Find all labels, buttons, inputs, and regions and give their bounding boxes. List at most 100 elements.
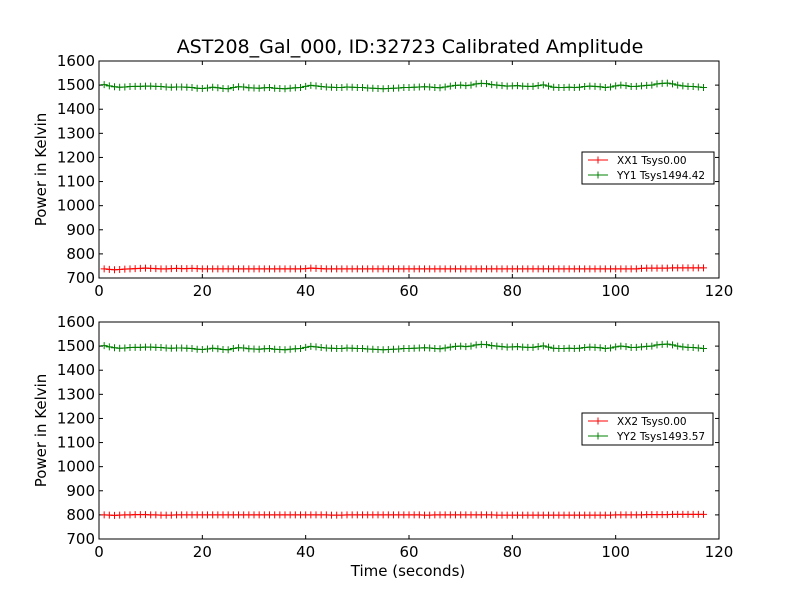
data-point bbox=[612, 343, 620, 351]
legend-box bbox=[581, 151, 715, 185]
x-tick-label: 60 bbox=[399, 543, 418, 561]
data-point bbox=[229, 84, 237, 92]
data-point bbox=[312, 82, 320, 90]
data-point bbox=[529, 82, 537, 90]
data-point bbox=[607, 83, 614, 91]
x-tick-label: 40 bbox=[296, 282, 315, 300]
data-point bbox=[700, 84, 707, 92]
data-point bbox=[302, 82, 310, 90]
data-point bbox=[266, 84, 273, 92]
data-point bbox=[446, 82, 454, 90]
legend-label: XX2 Tsys0.00 bbox=[617, 416, 687, 428]
x-tick-label: 60 bbox=[399, 282, 418, 300]
data-point bbox=[534, 82, 542, 90]
data-point bbox=[204, 345, 211, 353]
y-tick-label: 1500 bbox=[57, 337, 95, 355]
x-tick-label: 0 bbox=[94, 543, 104, 561]
data-point bbox=[596, 344, 604, 352]
data-point bbox=[312, 343, 320, 351]
data-point bbox=[700, 510, 707, 518]
data-point bbox=[545, 343, 552, 351]
y-tick-label: 1100 bbox=[57, 173, 95, 191]
legend-label: XX1 Tsys0.00 bbox=[617, 155, 687, 167]
legend-label: YY1 Tsys1494.42 bbox=[616, 170, 705, 182]
series-yy2 bbox=[100, 340, 707, 354]
data-point bbox=[100, 81, 108, 89]
data-point bbox=[674, 342, 682, 350]
data-point bbox=[669, 80, 676, 88]
data-point bbox=[674, 81, 682, 89]
y-tick-label: 1400 bbox=[57, 100, 95, 118]
y-tick-label: 1500 bbox=[57, 76, 95, 94]
data-point bbox=[539, 81, 547, 89]
legend-box bbox=[581, 412, 714, 446]
data-point bbox=[539, 342, 547, 350]
y-tick-label: 1300 bbox=[57, 124, 95, 142]
data-point bbox=[663, 79, 671, 87]
data-point bbox=[266, 345, 273, 353]
x-tick-label: 40 bbox=[296, 543, 315, 561]
y-tick-label: 1400 bbox=[57, 361, 95, 379]
legend-swatch-marker bbox=[594, 432, 602, 440]
data-point bbox=[622, 343, 630, 351]
y-tick-label: 1000 bbox=[57, 197, 95, 215]
y-tick-label: 1200 bbox=[57, 148, 95, 166]
legend-swatch-marker bbox=[594, 156, 602, 164]
data-point bbox=[240, 344, 248, 352]
data-point bbox=[576, 344, 583, 352]
y-tick-label: 700 bbox=[66, 530, 95, 548]
data-point bbox=[240, 83, 248, 91]
x-axis-label: Time (seconds) bbox=[350, 562, 466, 580]
x-tick-label: 120 bbox=[705, 282, 734, 300]
data-point bbox=[214, 345, 222, 353]
data-point bbox=[467, 342, 475, 350]
data-point bbox=[441, 344, 449, 352]
legend-swatch-marker bbox=[594, 171, 602, 179]
data-point bbox=[545, 82, 552, 90]
data-point bbox=[607, 344, 614, 352]
subplots: 0 20 40 60 80 100 120 700 800 900 1000 1100 1200 1300… bbox=[32, 52, 733, 580]
data-point bbox=[441, 83, 449, 91]
data-point bbox=[483, 341, 490, 349]
data-point bbox=[188, 345, 196, 353]
y-tick-label: 800 bbox=[66, 245, 95, 263]
data-point bbox=[436, 84, 444, 92]
data-point bbox=[596, 83, 604, 91]
data-point bbox=[105, 343, 113, 351]
legend-swatch-marker bbox=[594, 417, 602, 425]
y-tick-label: 1600 bbox=[57, 313, 95, 331]
data-point bbox=[622, 82, 630, 90]
x-tick-label: 20 bbox=[193, 282, 212, 300]
y-tick-label: 1300 bbox=[57, 385, 95, 403]
data-point bbox=[534, 343, 542, 351]
x-tick-label: 80 bbox=[503, 543, 522, 561]
x-tick-label: 120 bbox=[705, 543, 734, 561]
y-tick-label: 800 bbox=[66, 506, 95, 524]
data-point bbox=[648, 81, 656, 89]
data-point bbox=[446, 343, 454, 351]
data-point bbox=[576, 83, 583, 91]
x-tick-label: 80 bbox=[503, 282, 522, 300]
y-axis-label: Power in Kelvin bbox=[32, 113, 50, 227]
y-tick-label: 1100 bbox=[57, 434, 95, 452]
legend: XX2 Tsys0.00 YY2 Tsys1493.57 bbox=[581, 412, 714, 446]
data-point bbox=[229, 345, 237, 353]
y-tick-label: 900 bbox=[66, 482, 95, 500]
y-tick-label: 1600 bbox=[57, 52, 95, 70]
data-point bbox=[648, 342, 656, 350]
subplot-2: 0 20 40 60 80 100 120 700 800 900 1000 1100 1200 1300… bbox=[32, 313, 733, 580]
y-tick-label: 700 bbox=[66, 269, 95, 287]
data-point bbox=[224, 346, 232, 354]
data-point bbox=[297, 345, 304, 353]
data-point bbox=[297, 84, 304, 92]
y-tick-label: 1200 bbox=[57, 409, 95, 427]
subplot-1: 0 20 40 60 80 100 120 700 800 900 1000 1100 1200 1300… bbox=[32, 52, 733, 300]
figure-title: AST208_Gal_000, ID:32723 Calibrated Ampl… bbox=[177, 36, 644, 58]
data-point bbox=[214, 84, 222, 92]
data-point bbox=[700, 345, 707, 353]
series-xx1 bbox=[100, 264, 707, 274]
x-tick-label: 100 bbox=[601, 543, 630, 561]
x-tick-label: 20 bbox=[193, 543, 212, 561]
data-point bbox=[529, 343, 537, 351]
